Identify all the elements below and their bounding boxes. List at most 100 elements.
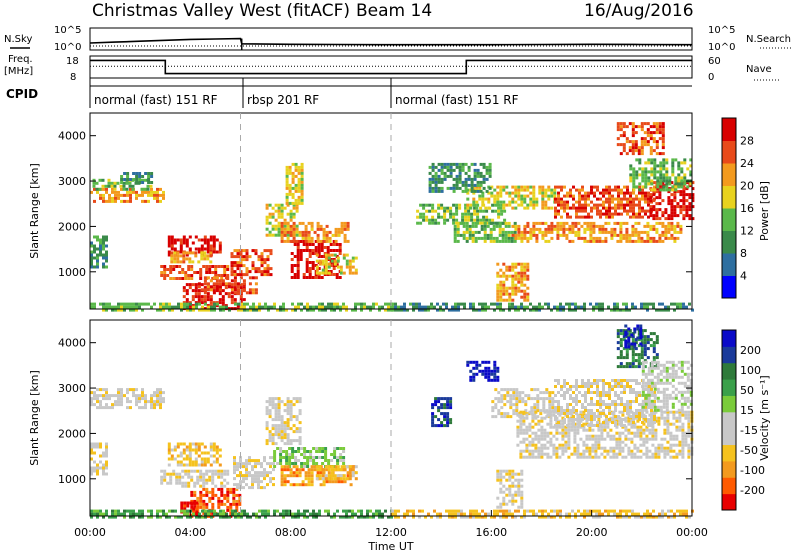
data-cell <box>226 506 229 509</box>
data-cell <box>192 502 195 505</box>
data-cell <box>441 187 444 190</box>
data-cell <box>138 181 141 184</box>
data-cell <box>624 456 627 459</box>
data-cell <box>269 433 272 436</box>
data-cell <box>525 450 528 453</box>
data-cell <box>688 193 691 196</box>
data-cell <box>483 163 486 166</box>
data-cell <box>653 149 656 152</box>
data-cell <box>105 394 108 397</box>
data-cell <box>499 192 502 195</box>
data-cell <box>312 243 315 246</box>
data-cell <box>300 453 303 456</box>
data-cell <box>627 450 630 453</box>
data-cell <box>345 306 348 309</box>
data-cell <box>129 406 132 409</box>
data-cell <box>615 444 618 447</box>
nsky-tick-top: 10^5 <box>54 25 81 36</box>
data-cell <box>592 510 595 513</box>
data-cell <box>144 400 147 403</box>
data-cell <box>502 510 505 513</box>
data-cell <box>144 406 147 409</box>
data-cell <box>96 239 99 242</box>
data-cell <box>120 306 123 309</box>
data-cell <box>629 122 632 125</box>
data-cell <box>576 450 579 453</box>
data-cell <box>590 216 593 219</box>
data-cell <box>337 474 340 477</box>
data-cell <box>302 231 305 234</box>
data-cell <box>129 303 132 306</box>
data-cell <box>289 184 292 187</box>
data-cell <box>674 158 677 161</box>
data-cell <box>560 201 563 204</box>
nave-label: Nave <box>746 64 772 75</box>
data-cell <box>460 513 463 516</box>
data-cell <box>520 296 523 299</box>
data-cell <box>328 254 331 257</box>
data-cell <box>309 252 312 255</box>
data-cell <box>646 306 649 309</box>
data-cell <box>544 231 547 234</box>
data-cell <box>111 185 114 188</box>
data-cell <box>126 400 129 403</box>
data-cell <box>293 403 296 406</box>
data-cell <box>508 491 511 494</box>
data-cell <box>205 482 208 485</box>
data-cell <box>165 306 168 309</box>
data-cell <box>171 306 174 309</box>
data-cell <box>623 149 626 152</box>
data-cell <box>638 161 641 164</box>
data-cell <box>162 391 165 394</box>
data-cell <box>301 196 304 199</box>
data-cell <box>266 406 269 409</box>
data-cell <box>108 185 111 188</box>
data-cell <box>635 195 638 198</box>
data-cell <box>440 421 443 424</box>
data-cell <box>493 367 496 370</box>
data-cell <box>511 263 514 266</box>
data-cell <box>138 406 141 409</box>
data-cell <box>441 166 444 169</box>
data-cell <box>443 210 446 213</box>
data-cell <box>619 231 622 234</box>
data-cell <box>269 465 272 468</box>
data-cell <box>671 185 674 188</box>
data-cell <box>499 287 502 290</box>
data-cell <box>333 303 336 306</box>
data-cell <box>679 199 682 202</box>
data-cell <box>437 400 440 403</box>
data-cell <box>296 418 299 421</box>
data-cell <box>520 272 523 275</box>
data-cell <box>281 433 284 436</box>
data-cell <box>231 288 234 291</box>
data-cell <box>457 228 460 231</box>
data-cell <box>295 184 298 187</box>
data-cell <box>685 510 688 513</box>
data-cell <box>532 192 535 195</box>
data-cell <box>184 485 187 488</box>
data-cell <box>266 216 269 219</box>
data-cell <box>547 225 550 228</box>
data-cell <box>578 216 581 219</box>
data-cell <box>456 163 459 166</box>
data-cell <box>493 240 496 243</box>
data-cell <box>547 228 550 231</box>
data-cell <box>180 464 183 467</box>
data-cell <box>534 438 537 441</box>
data-cell <box>671 158 674 161</box>
data-cell <box>199 277 202 280</box>
data-cell <box>472 240 475 243</box>
data-cell <box>303 453 306 456</box>
data-cell <box>653 170 656 173</box>
data-cell <box>138 178 141 181</box>
data-cell <box>165 303 168 306</box>
data-cell <box>457 225 460 228</box>
data-cell <box>339 456 342 459</box>
cpid-segment-label: normal (fast) 151 RF <box>395 93 519 107</box>
data-cell <box>204 248 207 251</box>
data-cell <box>526 263 529 266</box>
data-cell <box>321 306 324 309</box>
data-cell <box>529 201 532 204</box>
data-cell <box>195 452 198 455</box>
